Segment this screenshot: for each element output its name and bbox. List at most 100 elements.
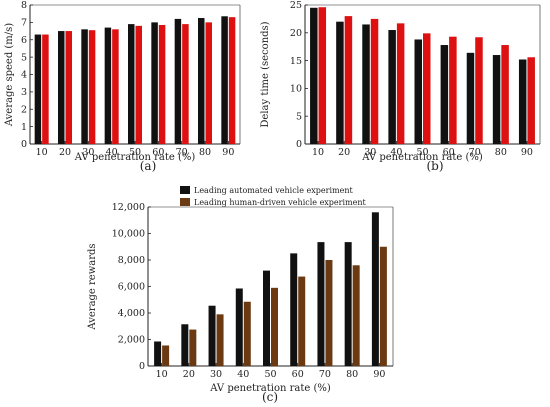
panel-label-1: (a) [140,159,157,173]
y-tick-label: 3 [21,87,27,98]
y-tick-label: 10,000 [112,229,145,240]
bar-series1-40 [104,27,112,144]
legend-swatch-2 [180,198,190,206]
bar-series2-80 [352,265,360,366]
bar-series1-50 [414,39,422,144]
panel-label-2: (b) [426,159,443,173]
x-tick-label: 60 [443,147,455,158]
legend-entry-1: Leading automated vehicle experiment [194,186,353,195]
bar-series1-70 [174,18,182,144]
y-tick-label: 10 [290,84,302,95]
x-tick-label: 80 [495,147,507,158]
x-tick-label: 90 [521,147,533,158]
y-tick-label: 8,000 [118,255,145,266]
bar-series2-40 [243,301,251,366]
y-tick-label: 4 [21,70,27,81]
x-tick-label: 10 [312,147,324,158]
x-tick-label: 70 [319,369,331,380]
y-axis-title: Average rewards [87,243,98,330]
bar-series1-40 [388,30,396,144]
y-tick-label: 5 [21,52,27,63]
bar-series1-80 [344,242,352,366]
bar-series1-10 [154,341,162,366]
bar-series1-80 [198,18,205,144]
bar-series1-40 [235,288,243,366]
bar-series2-80 [205,22,212,144]
y-tick-label: 2,000 [118,335,145,346]
bar-series2-70 [182,24,189,144]
x-tick-label: 60 [152,147,164,158]
bar-series2-50 [271,287,278,366]
bar-series2-70 [325,260,333,366]
bar-series1-90 [371,212,379,366]
x-tick-label: 10 [36,147,48,158]
bar-series1-60 [440,45,449,145]
bar-series2-20 [189,329,197,366]
bar-series2-10 [318,7,327,145]
bar-series1-60 [290,253,298,366]
y-tick-label: 2 [21,104,27,115]
bar-series2-40 [112,29,119,145]
bar-series2-70 [475,37,483,144]
x-tick-label: 20 [183,369,195,380]
x-tick-label: 30 [210,369,222,380]
bar-series1-50 [263,270,270,366]
x-tick-label: 90 [222,147,234,158]
bar-series1-30 [362,24,370,144]
y-axis-title: Delay time (seconds) [260,21,271,127]
bar-series1-10 [310,7,318,145]
y-tick-label: 6,000 [118,282,145,293]
chart-b: 0 5 10 15 20 25 10 20 30 40 50 60 70 80 90 AV penetrati… [260,0,541,163]
y-tick-label: 4,000 [118,308,145,319]
x-tick-label: 20 [338,147,350,158]
x-tick-label: 30 [82,147,94,158]
bar-series2-30 [88,30,96,145]
bar-series2-60 [158,24,166,145]
bar-series2-40 [396,23,405,144]
y-tick-label: 8 [21,0,27,11]
legend-swatch-1 [180,186,190,194]
bar-series2-20 [344,16,353,144]
legend-entry-2: Leading human-driven vehicle experiment [194,198,367,207]
bar-series1-80 [492,55,501,144]
bar-series2-50 [135,25,142,145]
x-axis-title: AV penetration rate (%) [74,152,196,163]
x-tick-label: 80 [199,147,211,158]
bar-series2-90 [379,246,387,366]
bar-series1-90 [221,16,228,145]
bar-series2-60 [449,36,457,144]
bar-series1-50 [128,24,135,144]
y-tick-label: 5 [296,111,302,122]
x-axis-title: AV penetration rate (%) [361,152,483,163]
x-tick-label: 90 [373,369,385,380]
bar-series1-10 [34,34,42,144]
bar-series2-10 [162,345,170,366]
x-tick-label: 10 [156,369,168,380]
y-tick-label: 0 [296,139,302,150]
bar-series2-80 [501,45,509,145]
x-tick-label: 40 [237,369,249,380]
y-tick-label: 7 [21,18,27,29]
y-tick-label: 15 [290,56,302,67]
x-tick-label: 50 [416,147,428,158]
x-tick-label: 40 [106,147,118,158]
y-tick-label: 6 [21,35,27,46]
bar-series1-70 [317,242,325,366]
x-tick-label: 20 [59,147,71,158]
bar-series2-90 [527,57,535,144]
y-tick-label: 1 [21,122,27,133]
bar-series2-50 [423,33,431,144]
x-tick-label: 80 [346,369,358,380]
bar-series1-20 [181,324,189,366]
bar-series2-60 [298,276,306,366]
x-tick-label: 50 [129,147,141,158]
y-tick-label: 12,000 [112,202,145,213]
bar-series2-10 [42,34,49,144]
bar-series1-60 [151,22,158,144]
chart-a: 0 1 2 3 4 5 6 7 8 10 20 30 40 50 60 70 80 90 AV penetratio… [4,0,241,163]
x-tick-label: 70 [469,147,481,158]
bar-series1-20 [58,31,65,144]
bar-series1-20 [336,21,344,144]
x-axis-title: AV penetration rate (%) [209,383,331,394]
